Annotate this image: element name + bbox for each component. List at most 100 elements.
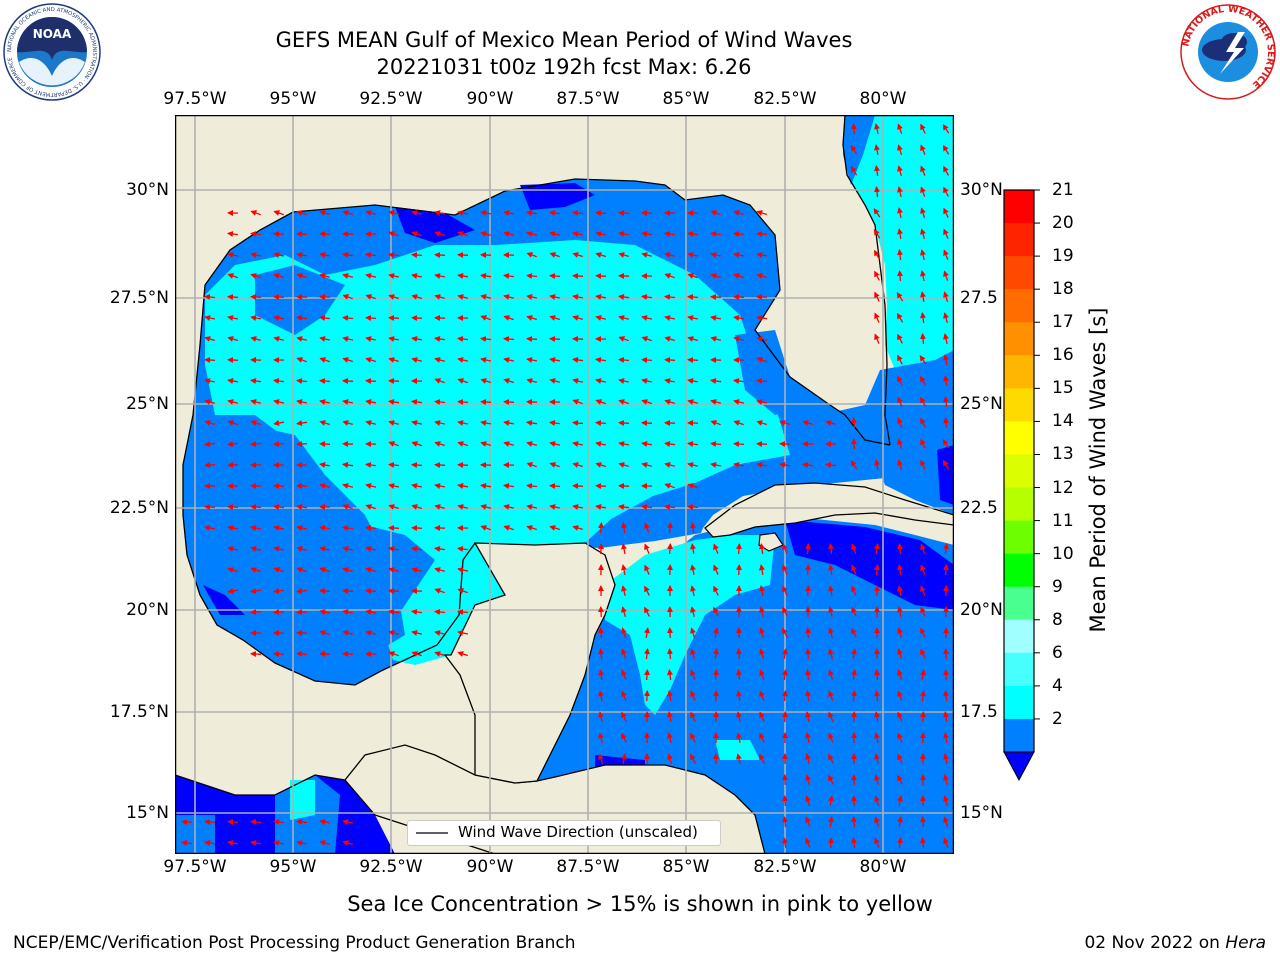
- wave-direction-arrow: [503, 504, 515, 510]
- wave-direction-arrow: [782, 690, 788, 702]
- wave-direction-arrow: [411, 315, 423, 321]
- wave-direction-arrow: [710, 462, 722, 468]
- wave-direction-arrow: [365, 420, 376, 426]
- wave-direction-arrow: [874, 543, 880, 555]
- wave-direction-arrow: [782, 711, 788, 723]
- wave-direction-arrow: [710, 252, 722, 258]
- wave-direction-arrow: [480, 357, 492, 363]
- wave-direction-arrow: [273, 567, 284, 573]
- coastline: [204, 178, 891, 446]
- lat-tick-left: 20°N: [126, 600, 169, 620]
- wave-direction-arrow: [549, 357, 561, 363]
- colorbar-tick-label: 14: [1052, 411, 1074, 432]
- wave-direction-arrow: [644, 627, 650, 639]
- wave-direction-arrow: [296, 252, 308, 258]
- wave-direction-arrow: [759, 585, 765, 597]
- wave-direction-arrow: [873, 249, 881, 260]
- wave-direction-arrow: [572, 525, 583, 531]
- wave-direction-arrow: [227, 357, 239, 363]
- wave-direction-arrow: [598, 543, 604, 555]
- lat-tick-right: 17.5: [960, 702, 998, 722]
- wave-direction-arrow: [365, 483, 377, 489]
- wave-direction-arrow: [779, 462, 791, 468]
- lon-tick-bottom: 92.5°W: [359, 857, 423, 877]
- wave-direction-arrow: [851, 627, 857, 638]
- wave-direction-arrow: [319, 546, 331, 552]
- wave-direction-arrow: [667, 711, 673, 723]
- wave-direction-arrow: [434, 462, 446, 468]
- wave-direction-arrow: [756, 210, 767, 216]
- svg-text:NOAA: NOAA: [33, 27, 72, 41]
- cuba-island: [704, 482, 954, 538]
- wave-direction-arrow: [641, 231, 653, 237]
- wave-direction-arrow: [851, 816, 857, 828]
- wave-direction-arrow: [690, 585, 696, 597]
- wave-direction-arrow: [805, 816, 811, 827]
- colorbar-band: [1004, 388, 1034, 422]
- wave-direction-arrow: [549, 525, 560, 531]
- wave-direction-arrow: [457, 210, 469, 216]
- wave-direction-arrow: [480, 441, 491, 447]
- wave-direction-arrow: [342, 504, 353, 510]
- wave-direction-arrow: [595, 441, 607, 447]
- wave-direction-arrow: [687, 294, 699, 300]
- wave-direction-arrow: [503, 525, 514, 531]
- wave-direction-arrow: [434, 651, 445, 657]
- wave-direction-arrow: [273, 336, 284, 342]
- wave-direction-arrow: [897, 249, 903, 261]
- lon-tick-top: 97.5°W: [163, 89, 227, 109]
- wave-direction-arrow: [319, 819, 331, 825]
- wave-direction-arrow: [296, 210, 307, 216]
- wave-direction-arrow: [181, 840, 193, 846]
- lat-tick-right: 27.5: [960, 288, 998, 308]
- wave-direction-arrow: [342, 840, 353, 846]
- lat-tick-left: 25°N: [126, 394, 169, 414]
- wave-direction-arrow: [572, 315, 583, 321]
- wave-direction-arrow: [204, 420, 215, 426]
- wave-direction-arrow: [273, 609, 285, 615]
- wave-direction-arrow: [365, 210, 376, 216]
- wave-direction-arrow: [943, 732, 949, 744]
- wave-direction-arrow: [549, 441, 561, 447]
- colorbar-band: [1004, 520, 1034, 555]
- wave-direction-arrow: [526, 294, 538, 300]
- wave-direction-arrow: [943, 711, 949, 723]
- wave-direction-arrow: [782, 837, 788, 849]
- wave-direction-arrow: [851, 417, 857, 429]
- wave-direction-arrow: [919, 355, 927, 365]
- yucatan: [443, 542, 616, 784]
- wave-direction-arrow: [526, 420, 538, 426]
- wave-direction-arrow: [897, 123, 903, 134]
- wave-direction-arrow: [664, 294, 676, 300]
- wave-direction-arrow: [296, 651, 308, 657]
- graticule: [175, 115, 954, 854]
- colorbar-band: [1004, 355, 1034, 389]
- wave-direction-arrow: [618, 210, 630, 216]
- wave-direction-arrow: [342, 357, 353, 363]
- wave-direction-arrow: [204, 378, 216, 384]
- lon-tick-top: 85°W: [662, 89, 710, 109]
- wave-direction-arrow: [756, 399, 768, 405]
- wave-direction-arrow: [943, 837, 949, 848]
- wave-direction-arrow: [920, 207, 926, 218]
- wave-direction-arrow: [250, 378, 262, 384]
- wave-direction-arrow: [828, 648, 834, 659]
- wave-direction-arrow: [897, 207, 903, 219]
- wave-direction-arrow: [733, 462, 745, 468]
- wave-direction-arrow: [644, 648, 650, 660]
- wave-direction-arrow: [434, 441, 445, 447]
- wave-direction-arrow: [897, 711, 903, 722]
- wave-direction-arrow: [874, 816, 880, 827]
- wave-direction-arrow: [204, 399, 215, 405]
- wave-direction-arrow: [457, 546, 469, 552]
- wave-direction-arrow: [342, 420, 353, 426]
- wave-direction-arrow: [273, 588, 285, 594]
- wave-direction-arrow: [667, 522, 673, 534]
- wave-direction-arrow: [411, 567, 422, 573]
- wave-direction-arrow: [621, 543, 627, 555]
- wave-direction-arrow: [273, 483, 285, 489]
- wave-direction-arrow: [319, 525, 331, 531]
- wave-direction-arrow: [388, 315, 400, 321]
- wave-direction-arrow: [920, 333, 926, 345]
- wave-direction-arrow: [388, 210, 400, 216]
